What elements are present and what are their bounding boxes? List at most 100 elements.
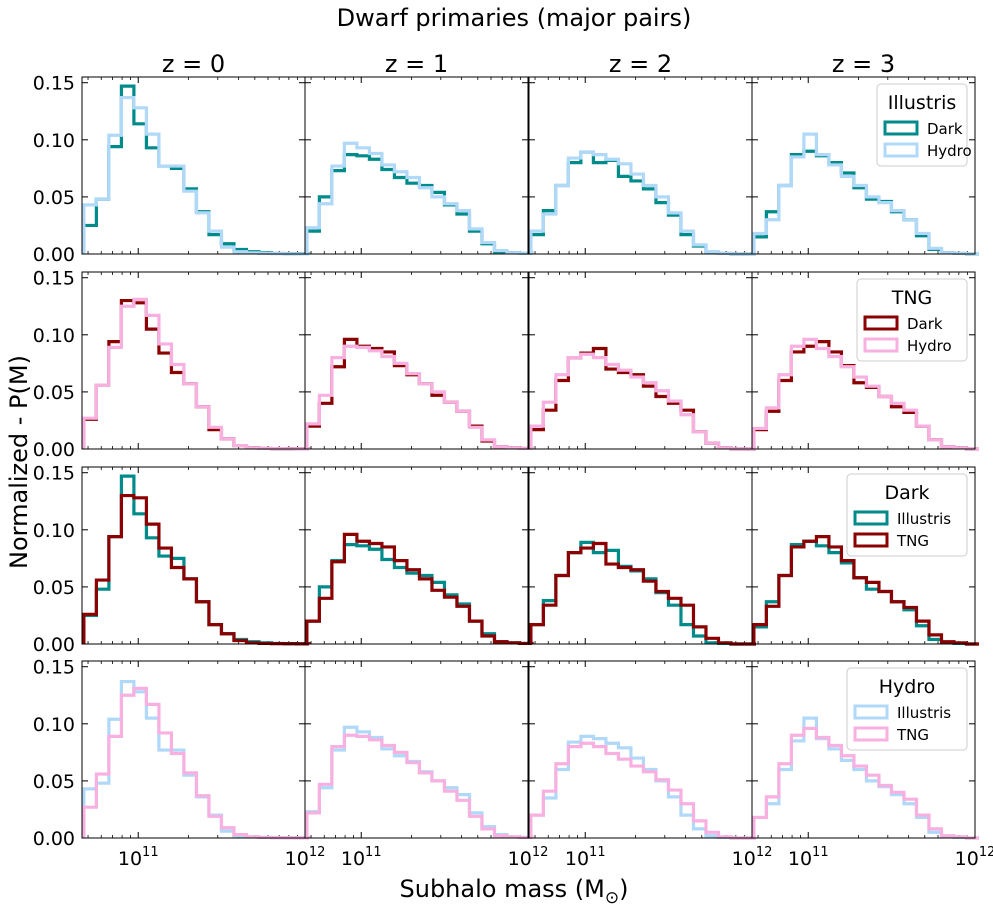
panel-r1-c2 bbox=[528, 271, 756, 451]
histogram-series-tng bbox=[752, 726, 979, 840]
y-tick-label: 0.10 bbox=[33, 130, 75, 152]
x-tick-exponent: 11 bbox=[142, 845, 159, 860]
x-tick-label: 1011 bbox=[341, 845, 382, 870]
x-tick-exponent: 11 bbox=[812, 845, 829, 860]
x-tick-label: 1012 bbox=[285, 845, 326, 870]
histogram-series-hydro bbox=[529, 150, 756, 256]
legend-title: Illustris bbox=[888, 92, 957, 114]
y-tick-label: 0.05 bbox=[33, 577, 75, 599]
x-tick-exponent: 12 bbox=[979, 845, 993, 860]
column-title-0: z = 0 bbox=[162, 50, 225, 78]
histogram-series-illustris bbox=[305, 543, 534, 646]
panel-frame bbox=[81, 271, 306, 450]
histogram-series-tng bbox=[529, 741, 756, 840]
column-title-2: z = 2 bbox=[609, 50, 672, 78]
histogram-series-hydro bbox=[752, 132, 979, 256]
legend-label: Illustris bbox=[897, 510, 951, 528]
y-tick-label: 0.10 bbox=[33, 325, 75, 347]
legend-swatch bbox=[853, 510, 889, 526]
legend-3: Hydro Illustris TNG bbox=[846, 667, 968, 751]
y-tick-label: 0.05 bbox=[33, 187, 75, 209]
y-tick-label: 0.05 bbox=[33, 382, 75, 404]
legend-swatch bbox=[853, 532, 889, 548]
column-title-1: z = 1 bbox=[385, 50, 448, 78]
legend-title: Dark bbox=[884, 482, 929, 504]
x-axis-label-text: Subhalo mass (M bbox=[400, 875, 605, 903]
legend-title: Hydro bbox=[879, 676, 936, 698]
histogram-series-hydro bbox=[752, 337, 979, 451]
y-tick-label: 0.15 bbox=[33, 73, 75, 95]
x-tick-exponent: 11 bbox=[365, 845, 382, 860]
figure-title: Dwarf primaries (major pairs) bbox=[337, 4, 692, 32]
panel-frame bbox=[751, 660, 976, 839]
x-axis-label-subscript: ⊙ bbox=[605, 888, 619, 908]
x-tick-base: 10 bbox=[732, 848, 756, 870]
x-tick-label: 1011 bbox=[118, 845, 159, 870]
x-tick-base: 10 bbox=[955, 848, 979, 870]
panel-r0-c3: Illustris Dark Hydro bbox=[751, 76, 979, 256]
panel-r3-c2: 1011 1012 bbox=[528, 660, 773, 870]
histogram-series-dark bbox=[82, 298, 311, 451]
histogram-series-dark bbox=[305, 337, 534, 451]
panel-r3-c1: 1011 1012 bbox=[304, 660, 549, 870]
y-tick-label: 0.15 bbox=[33, 268, 75, 290]
legend-label: Hydro bbox=[907, 337, 952, 355]
histogram-series-tng bbox=[752, 535, 979, 646]
histogram-series-dark bbox=[529, 150, 756, 256]
y-tick-label: 0.00 bbox=[33, 439, 75, 461]
x-tick-base: 10 bbox=[285, 848, 309, 870]
x-tick-base: 10 bbox=[565, 848, 589, 870]
panel-frame bbox=[304, 271, 529, 450]
histogram-series-illustris bbox=[529, 540, 756, 646]
legend-swatch bbox=[883, 120, 919, 136]
legend-swatch bbox=[863, 315, 899, 331]
panel-r0-c1 bbox=[304, 76, 534, 256]
panel-frame bbox=[304, 76, 529, 255]
legend-label: TNG bbox=[896, 532, 929, 550]
panel-frame bbox=[81, 660, 306, 839]
panel-frame bbox=[751, 76, 976, 255]
column-title-3: z = 3 bbox=[832, 50, 895, 78]
x-tick-exponent: 12 bbox=[309, 845, 326, 860]
histogram-series-illustris bbox=[305, 725, 534, 840]
panel-frame bbox=[528, 660, 753, 839]
panel-r1-c0: 0.00 0.05 0.10 0.15 bbox=[33, 268, 311, 461]
x-tick-label: 1011 bbox=[565, 845, 606, 870]
histogram-series-tng bbox=[305, 532, 534, 646]
x-tick-label: 1012 bbox=[732, 845, 773, 870]
legend-title: TNG bbox=[891, 287, 933, 309]
x-axis-label: Subhalo mass (M⊙) bbox=[400, 875, 629, 908]
histogram-series-tng bbox=[82, 686, 311, 840]
legend-swatch bbox=[863, 337, 899, 353]
panel-frame bbox=[304, 466, 529, 645]
histogram-series-illustris bbox=[752, 539, 979, 646]
legend-0: Illustris Dark Hydro bbox=[876, 83, 972, 167]
x-tick-exponent: 12 bbox=[756, 845, 773, 860]
y-tick-label: 0.00 bbox=[33, 634, 75, 656]
panel-r2-c1 bbox=[304, 466, 534, 646]
histogram-series-illustris bbox=[529, 734, 756, 840]
y-tick-label: 0.05 bbox=[33, 771, 75, 793]
y-tick-label: 0.15 bbox=[33, 657, 75, 679]
x-tick-label: 1012 bbox=[508, 845, 549, 870]
histogram-series-dark bbox=[752, 149, 979, 256]
legend-swatch bbox=[853, 704, 889, 720]
panel-frame bbox=[751, 271, 976, 450]
histogram-series-hydro bbox=[529, 352, 756, 451]
panel-r1-c3: TNG Dark Hydro bbox=[751, 271, 979, 451]
x-tick-label: 1012 bbox=[955, 845, 993, 870]
panel-frame bbox=[528, 466, 753, 645]
panel-r1-c1 bbox=[304, 271, 534, 451]
x-tick-base: 10 bbox=[508, 848, 532, 870]
histogram-series-illustris bbox=[82, 679, 311, 840]
panel-r2-c2 bbox=[528, 466, 756, 646]
legend-swatch bbox=[883, 142, 919, 158]
histogram-series-dark bbox=[82, 84, 311, 256]
histogram-series-tng bbox=[305, 733, 534, 840]
panel-frame bbox=[528, 271, 753, 450]
legend-label: Dark bbox=[927, 120, 963, 138]
x-tick-exponent: 12 bbox=[532, 845, 549, 860]
